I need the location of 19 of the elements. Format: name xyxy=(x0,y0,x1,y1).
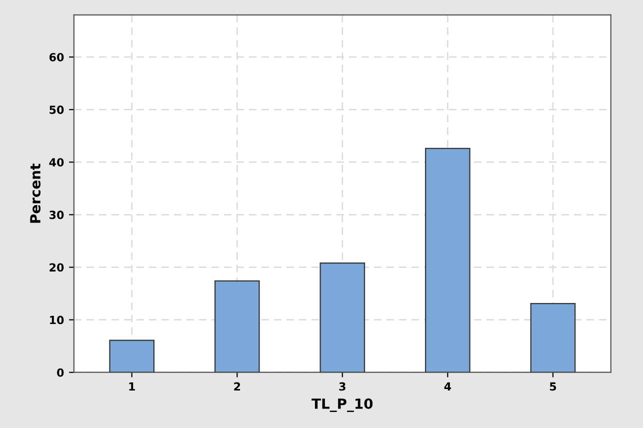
y-tick-label: 20 xyxy=(50,263,64,272)
y-tick-label: 30 xyxy=(50,210,64,220)
x-axis-title: TL_P_10 xyxy=(312,398,373,412)
y-tick-label: 0 xyxy=(57,368,64,377)
bar xyxy=(530,302,576,372)
y-tick-label: 50 xyxy=(50,106,64,114)
x-tick-label: 1 xyxy=(129,382,135,391)
bar xyxy=(109,340,155,372)
y-tick-label: 10 xyxy=(50,316,64,324)
x-tick-label: 4 xyxy=(444,382,452,391)
bar xyxy=(320,262,366,372)
y-axis-title: Percent xyxy=(30,164,41,223)
x-tick-label: 5 xyxy=(550,382,556,391)
bar xyxy=(214,280,260,372)
x-tick-label: 3 xyxy=(339,382,346,391)
y-tick-label: 40 xyxy=(49,158,64,167)
x-tick-label: 2 xyxy=(234,382,240,391)
y-tick-label: 60 xyxy=(49,53,64,62)
bar xyxy=(425,148,470,372)
